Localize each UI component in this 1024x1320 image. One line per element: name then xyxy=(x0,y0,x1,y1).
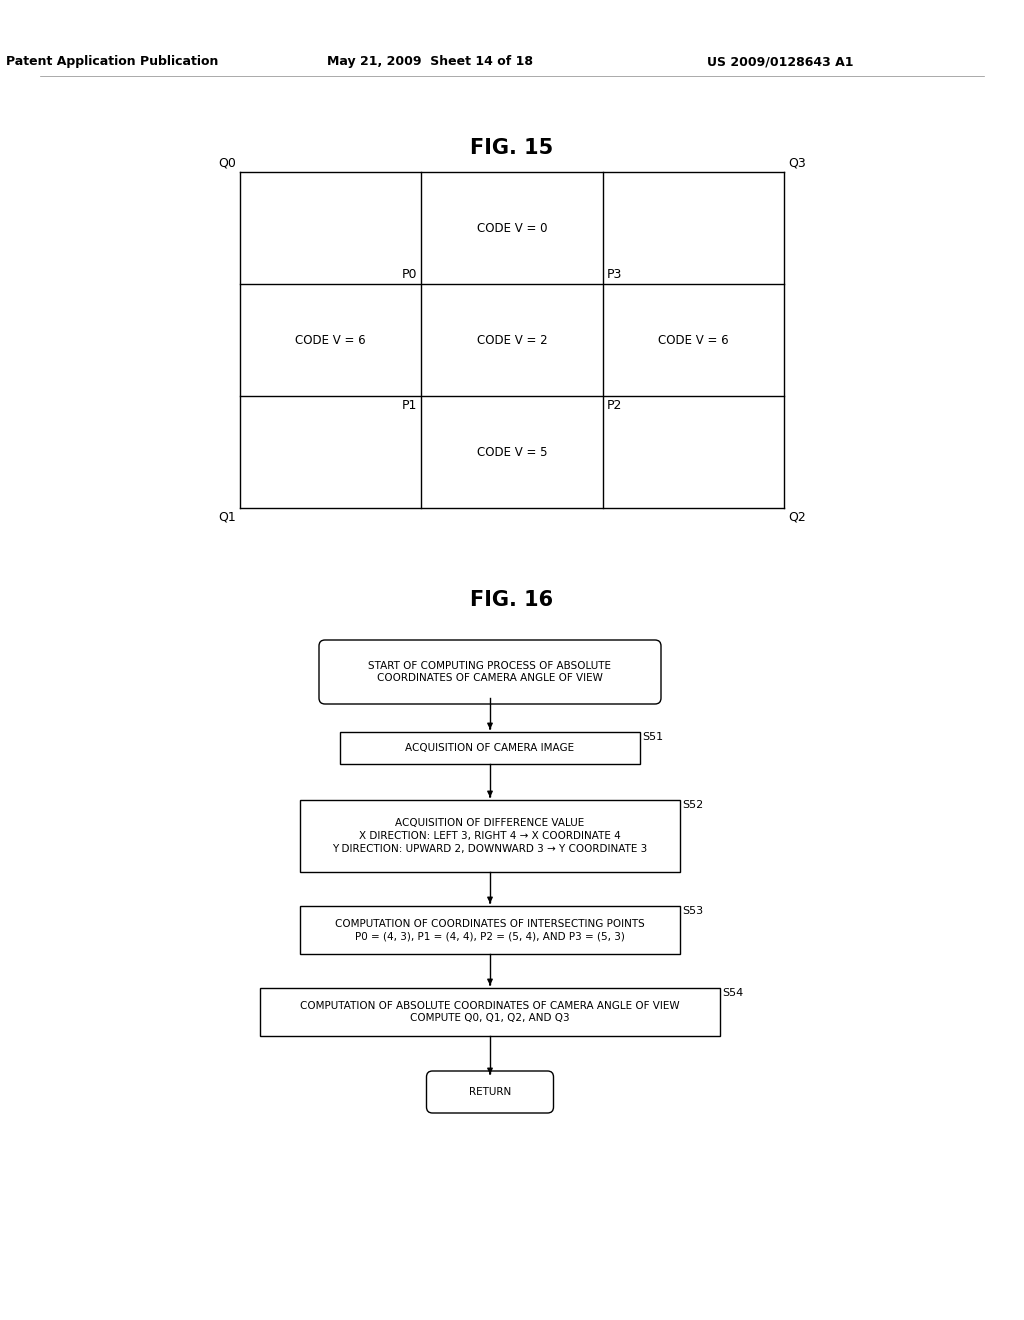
Text: S53: S53 xyxy=(682,906,703,916)
Text: CODE V = 2: CODE V = 2 xyxy=(477,334,547,346)
Text: May 21, 2009  Sheet 14 of 18: May 21, 2009 Sheet 14 of 18 xyxy=(327,55,534,69)
Text: Q2: Q2 xyxy=(788,511,806,524)
Text: Q1: Q1 xyxy=(218,511,236,524)
Text: COMPUTATION OF ABSOLUTE COORDINATES OF CAMERA ANGLE OF VIEW
COMPUTE Q0, Q1, Q2, : COMPUTATION OF ABSOLUTE COORDINATES OF C… xyxy=(300,1001,680,1023)
Text: US 2009/0128643 A1: US 2009/0128643 A1 xyxy=(707,55,853,69)
FancyBboxPatch shape xyxy=(427,1071,554,1113)
Text: Q0: Q0 xyxy=(218,156,236,169)
Text: FIG. 16: FIG. 16 xyxy=(470,590,554,610)
Text: P1: P1 xyxy=(402,399,418,412)
Text: Q3: Q3 xyxy=(788,156,806,169)
FancyBboxPatch shape xyxy=(319,640,662,704)
Text: COMPUTATION OF COORDINATES OF INTERSECTING POINTS
P0 = (4, 3), P1 = (4, 4), P2 =: COMPUTATION OF COORDINATES OF INTERSECTI… xyxy=(335,919,645,941)
Text: P3: P3 xyxy=(606,268,622,281)
Bar xyxy=(340,733,640,764)
Text: P2: P2 xyxy=(606,399,622,412)
Text: CODE V = 0: CODE V = 0 xyxy=(477,222,547,235)
Text: RETURN: RETURN xyxy=(469,1086,511,1097)
Bar xyxy=(300,800,680,873)
Text: CODE V = 6: CODE V = 6 xyxy=(658,334,729,346)
Text: START OF COMPUTING PROCESS OF ABSOLUTE
COORDINATES OF CAMERA ANGLE OF VIEW: START OF COMPUTING PROCESS OF ABSOLUTE C… xyxy=(369,660,611,684)
Text: CODE V = 5: CODE V = 5 xyxy=(477,446,547,458)
Text: ACQUISITION OF CAMERA IMAGE: ACQUISITION OF CAMERA IMAGE xyxy=(406,743,574,752)
Text: CODE V = 6: CODE V = 6 xyxy=(295,334,366,346)
Text: Patent Application Publication: Patent Application Publication xyxy=(6,55,218,69)
Bar xyxy=(300,906,680,954)
Text: S52: S52 xyxy=(682,800,703,810)
Text: P0: P0 xyxy=(401,268,418,281)
Bar xyxy=(260,987,720,1036)
Text: S51: S51 xyxy=(642,733,664,742)
Text: FIG. 15: FIG. 15 xyxy=(470,139,554,158)
Text: S54: S54 xyxy=(722,987,743,998)
Text: ACQUISITION OF DIFFERENCE VALUE
X DIRECTION: LEFT 3, RIGHT 4 → X COORDINATE 4
Y : ACQUISITION OF DIFFERENCE VALUE X DIRECT… xyxy=(333,818,647,854)
